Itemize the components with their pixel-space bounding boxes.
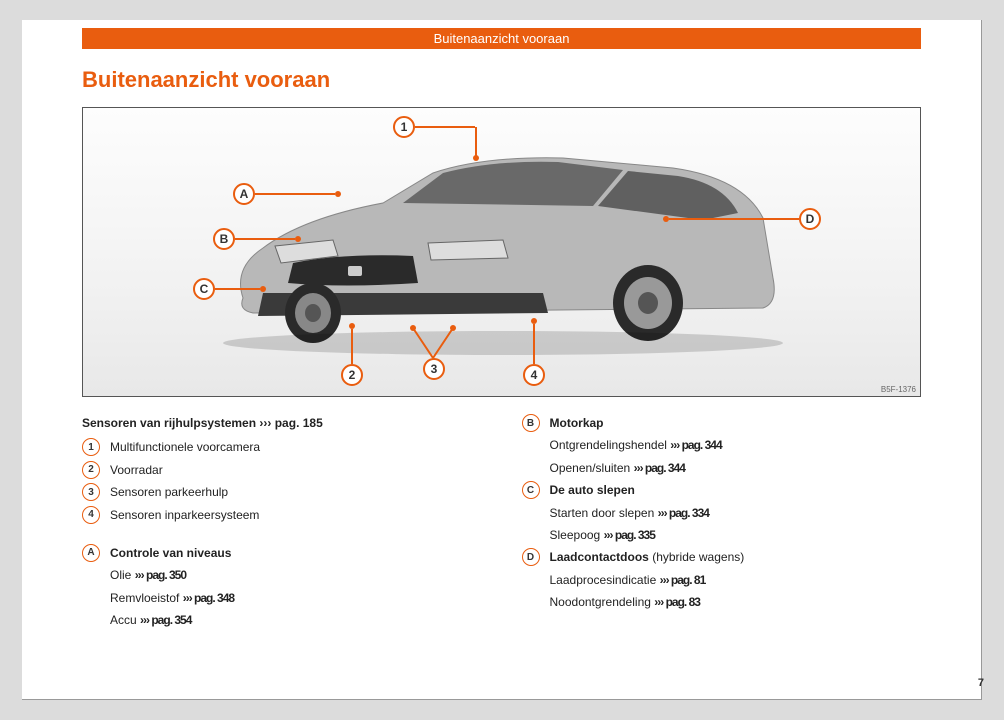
sensor-item: 2 Voorradar: [82, 460, 482, 480]
header-title: Buitenaanzicht vooraan: [434, 31, 570, 46]
level-item: Accu ››› pag. 354: [82, 610, 482, 630]
bonnet-item: Ontgrendelingshendel ››› pag. 344: [522, 435, 922, 455]
marker-2: 2: [82, 461, 100, 479]
marker-d: D: [522, 548, 540, 566]
callout-4: 4: [523, 318, 545, 386]
bonnet-section: B Motorkap: [522, 413, 922, 433]
sensors-title: Sensoren van rijhulpsystemen ››› pag. 18…: [82, 413, 482, 433]
header-bar: Buitenaanzicht vooraan: [82, 28, 921, 49]
callout-d: D: [663, 208, 821, 230]
callout-1: 1: [393, 116, 475, 138]
tow-item: Starten door slepen ››› pag. 334: [522, 503, 922, 523]
sensor-item: 3 Sensoren parkeerhulp: [82, 482, 482, 502]
marker-1: 1: [82, 438, 100, 456]
callout-2: 2: [341, 323, 363, 386]
level-item: Olie ››› pag. 350: [82, 565, 482, 585]
marker-3: 3: [82, 483, 100, 501]
sensor-item: 1 Multifunctionele voorcamera: [82, 437, 482, 457]
left-column: Sensoren van rijhulpsystemen ››› pag. 18…: [82, 413, 482, 633]
figure-code: B5F-1376: [881, 385, 916, 394]
tow-section: C De auto slepen: [522, 480, 922, 500]
tow-item: Sleepoog ››› pag. 335: [522, 525, 922, 545]
sensor-item: 4 Sensoren inparkeersysteem: [82, 505, 482, 525]
callout-b: B: [213, 228, 301, 250]
marker-b: B: [522, 414, 540, 432]
charge-section: D Laadcontactdoos (hybride wagens): [522, 547, 922, 567]
car-illustration: [203, 148, 803, 358]
right-column: B Motorkap Ontgrendelingshendel ››› pag.…: [522, 413, 922, 633]
vehicle-figure: 1 A B C D: [82, 107, 921, 397]
callout-a: A: [233, 183, 341, 205]
bonnet-item: Openen/sluiten ››› pag. 344: [522, 458, 922, 478]
marker-a: A: [82, 544, 100, 562]
charge-item: Laadprocesindicatie ››› pag. 81: [522, 570, 922, 590]
charge-item: Noodontgrendeling ››› pag. 83: [522, 592, 922, 612]
levels-section: A Controle van niveaus: [82, 543, 482, 563]
callout-c: C: [193, 278, 266, 300]
page-number: 7: [978, 677, 984, 689]
level-item: Remvloeistof ››› pag. 348: [82, 588, 482, 608]
page-title: Buitenaanzicht vooraan: [82, 67, 981, 93]
content-columns: Sensoren van rijhulpsystemen ››› pag. 18…: [82, 413, 921, 633]
marker-c: C: [522, 481, 540, 499]
marker-4: 4: [82, 506, 100, 524]
manual-page: Buitenaanzicht vooraan Buitenaanzicht vo…: [22, 20, 982, 700]
